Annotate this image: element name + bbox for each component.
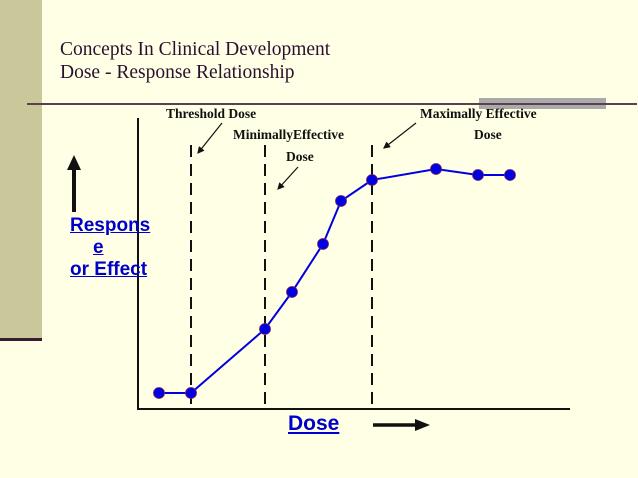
slide-title: Concepts In Clinical Development Dose - … (60, 38, 330, 84)
title-line-2: Dose - Response Relationship (60, 62, 295, 83)
y-label-line1: Respons (70, 215, 151, 236)
y-label-line3: or Effect (70, 259, 148, 280)
x-arrow-icon (415, 419, 430, 431)
threshold-arrow-icon (197, 122, 223, 154)
title-divider-accent-line (479, 103, 606, 105)
data-points (153, 163, 516, 399)
minimally-effective-label-line2: Dose (286, 149, 314, 164)
sidebar-bottom-rule (0, 338, 42, 341)
title-line-1: Concepts In Clinical Development (60, 39, 331, 60)
y-label-line2: e (93, 237, 104, 258)
y-arrow-icon (67, 155, 81, 170)
sidebar-decoration (0, 0, 42, 340)
dose-response-curve (159, 167, 510, 394)
title-divider (27, 103, 637, 105)
x-axis-label: Dose (288, 412, 340, 435)
maximally-effective-label-line2: Dose (474, 127, 502, 142)
minimally-effective-label-line1: MinimallyEffective (233, 127, 344, 142)
minimally-arrow-icon (277, 166, 299, 190)
threshold-dose-label: Threshold Dose (166, 106, 257, 121)
maximally-arrow-icon (383, 122, 417, 149)
y-axis-label: Respons e or Effect (70, 215, 150, 281)
maximally-effective-label-line1: Maximally Effective (420, 106, 537, 121)
